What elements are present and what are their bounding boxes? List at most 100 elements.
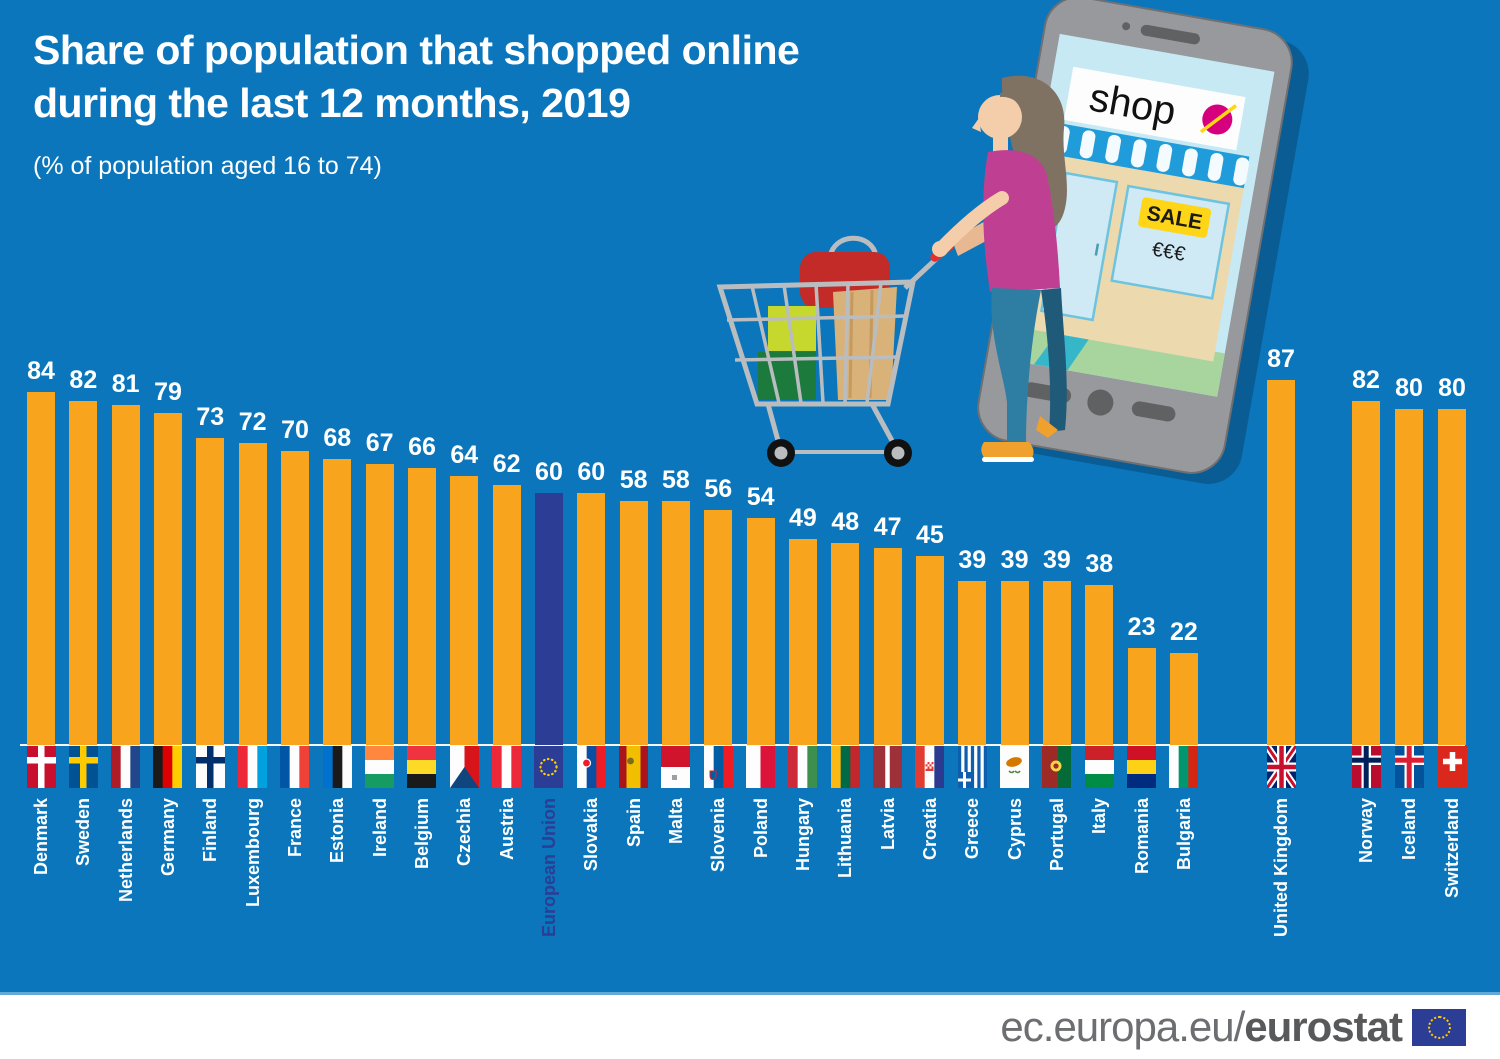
bar-finland — [196, 438, 225, 745]
value-label-norway: 82 — [1352, 365, 1380, 394]
value-label-italy: 38 — [1085, 550, 1114, 579]
flag-pl-icon — [746, 746, 776, 788]
page-subtitle: (% of population aged 16 to 74) — [33, 152, 382, 180]
flag-fi-icon — [195, 746, 225, 788]
country-label-spain: Spain — [623, 798, 644, 848]
footer-branding: ec.europa.eu/eurostat — [1000, 1003, 1466, 1051]
value-label-croatia: 45 — [916, 521, 944, 549]
flag-ro-icon — [1127, 746, 1157, 788]
flag-dk-icon — [26, 746, 56, 788]
country-label-croatia: Croatia — [919, 798, 940, 861]
value-label-sweden: 82 — [69, 365, 98, 394]
value-label-czechia: 64 — [450, 441, 479, 470]
title-line-1: Share of population that shopped online — [33, 27, 800, 73]
flag-nl-icon — [111, 746, 141, 788]
title-line-2: during the last 12 months, 2019 — [33, 80, 631, 126]
country-label-slovenia: Slovenia — [708, 798, 729, 873]
value-label-luxembourg: 72 — [238, 407, 267, 436]
bar-netherlands — [111, 404, 140, 745]
flag-ch-icon — [1437, 746, 1467, 788]
bar-ireland — [365, 463, 394, 745]
flag-gr-icon — [957, 746, 987, 788]
bar-italy — [1085, 585, 1114, 745]
flag-si-icon — [703, 746, 733, 788]
country-label-italy: Italy — [1089, 798, 1110, 835]
bar-france — [280, 451, 309, 745]
value-label-european-union: 60 — [535, 458, 563, 486]
bar-romania — [1127, 648, 1156, 745]
bar-european-union — [534, 493, 563, 745]
footer: ec.europa.eu/eurostat — [0, 992, 1500, 1059]
value-label-slovenia: 56 — [704, 474, 733, 503]
bar-cyprus — [1000, 581, 1029, 745]
country-label-romania: Romania — [1131, 798, 1152, 875]
country-label-czechia: Czechia — [454, 798, 475, 867]
flag-ie-icon — [365, 746, 395, 788]
eurostat-url: ec.europa.eu/eurostat — [1000, 1003, 1403, 1051]
bar-spain — [619, 501, 648, 745]
flag-se-icon — [68, 746, 98, 788]
value-label-ireland: 67 — [365, 428, 394, 457]
flag-it-icon — [1084, 746, 1114, 788]
value-label-denmark: 84 — [27, 357, 55, 386]
country-label-iceland: Iceland — [1399, 798, 1419, 861]
bar-hungary — [788, 539, 817, 745]
value-label-belgium: 66 — [408, 432, 436, 461]
flag-es-icon — [619, 746, 649, 788]
flag-no-icon — [1351, 746, 1381, 788]
bar-belgium — [407, 467, 436, 745]
bar-bulgaria — [1169, 652, 1198, 745]
bar-croatia — [915, 556, 944, 745]
country-label-malta: Malta — [665, 798, 686, 845]
bar-iceland — [1395, 409, 1423, 745]
country-label-norway: Norway — [1356, 798, 1376, 864]
bar-slovakia — [577, 493, 606, 745]
value-label-greece: 39 — [958, 546, 987, 575]
bar-lithuania — [831, 543, 860, 745]
country-label-sweden: Sweden — [73, 798, 94, 867]
bar-norway — [1352, 400, 1380, 745]
country-label-germany: Germany — [157, 798, 178, 877]
country-label-luxembourg: Luxembourg — [242, 798, 263, 908]
country-label-poland: Poland — [750, 798, 771, 859]
bar-austria — [492, 484, 521, 745]
flag-eu-icon — [534, 746, 564, 788]
value-label-estonia: 68 — [323, 424, 352, 453]
flag-pt-icon — [1042, 746, 1072, 788]
flag-sk-icon — [576, 746, 606, 788]
country-label-latvia: Latvia — [877, 798, 898, 851]
bar-latvia — [873, 547, 902, 745]
country-label-bulgaria: Bulgaria — [1173, 798, 1194, 871]
value-label-germany: 79 — [154, 378, 182, 407]
flag-cz-icon — [449, 746, 479, 788]
country-label-ireland: Ireland — [369, 798, 390, 858]
flag-mt-icon — [661, 746, 691, 788]
country-label-belgium: Belgium — [411, 798, 432, 870]
bar-malta — [661, 501, 690, 745]
bar-poland — [746, 518, 775, 745]
value-label-portugal: 39 — [1043, 546, 1071, 575]
value-label-bulgaria: 22 — [1170, 617, 1198, 646]
flag-lt-icon — [830, 746, 860, 788]
value-label-netherlands: 81 — [111, 369, 140, 398]
bar-united-kingdom — [1267, 379, 1295, 745]
chart-baseline — [20, 744, 1465, 746]
flag-lu-icon — [238, 746, 268, 788]
value-label-france: 70 — [281, 416, 309, 444]
value-label-hungary: 49 — [789, 504, 817, 533]
value-label-spain: 58 — [619, 466, 648, 495]
value-label-slovakia: 60 — [577, 458, 606, 486]
value-label-latvia: 47 — [873, 512, 902, 541]
country-label-switzerland: Switzerland — [1442, 798, 1462, 899]
bar-portugal — [1042, 581, 1071, 745]
value-label-united-kingdom: 87 — [1267, 344, 1295, 373]
country-label-european-union: European Union — [538, 798, 559, 937]
country-label-denmark: Denmark — [31, 798, 51, 876]
flag-lv-icon — [873, 746, 903, 788]
flag-hu-icon — [788, 746, 818, 788]
value-label-finland: 73 — [196, 403, 225, 432]
eu-flag-logo-icon — [1412, 1008, 1466, 1046]
url-prefix: ec.europa.eu/ — [1000, 1003, 1245, 1050]
bar-slovenia — [704, 509, 733, 745]
